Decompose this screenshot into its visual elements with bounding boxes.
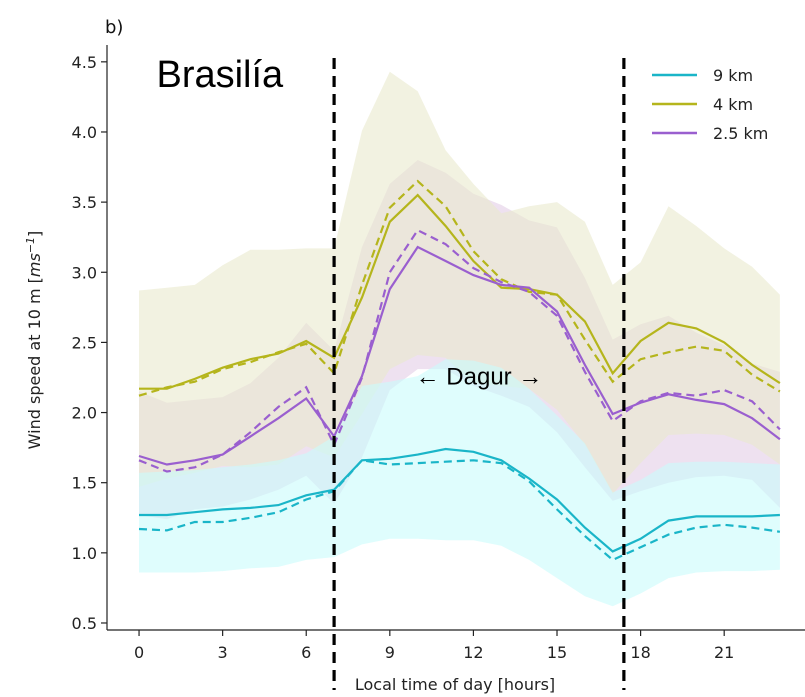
y-tick-label: 0.5 xyxy=(72,614,97,633)
x-tick-label: 12 xyxy=(463,643,483,662)
y-tick-label: 1.0 xyxy=(72,544,97,563)
annotation-0: Brasilía xyxy=(156,54,284,96)
solid-line-9-km xyxy=(139,447,780,553)
legend-label: 9 km xyxy=(713,66,753,85)
legend-label: 2.5 km xyxy=(713,124,768,143)
x-tick-label: 0 xyxy=(134,643,144,662)
annotation-1: ← Dagur → xyxy=(416,363,543,390)
vertical-markers xyxy=(332,58,626,690)
x-tick-label: 21 xyxy=(714,643,734,662)
y-axis-unit-exponent: −1 xyxy=(24,237,37,253)
x-tick-label: 15 xyxy=(547,643,567,662)
x-tick-label: 6 xyxy=(301,643,311,662)
y-axis-label: Wind speed at 10 m [ms−1] xyxy=(24,231,44,450)
annotations: Brasilía ← Dagur → xyxy=(156,54,542,390)
y-tick-label: 2.0 xyxy=(72,404,97,423)
x-tick-label: 3 xyxy=(218,643,228,662)
axes: 0.5 1.0 1.5 2.0 2.5 3.0 3.5 4.0 4.5 0 3 6 9 12 15 18 21 xyxy=(72,45,805,662)
y-tick-label: 4.5 xyxy=(72,53,97,72)
y-tick-label: 3.5 xyxy=(72,193,97,212)
band-4-km xyxy=(139,71,780,494)
y-tick-label: 2.5 xyxy=(72,333,97,352)
y-axis-unit: ms xyxy=(25,253,44,277)
band-9-km xyxy=(139,359,780,607)
y-tick-label: 3.0 xyxy=(72,263,97,282)
y-tick-label: 4.0 xyxy=(72,123,97,142)
legend: 9 km 4 km 2.5 km xyxy=(652,66,768,143)
x-axis-label: Local time of day [hours] xyxy=(355,675,555,694)
y-tick-label: 1.5 xyxy=(72,474,97,493)
y-axis-unit-bracket: ] xyxy=(25,231,44,237)
dashed-line-9-km xyxy=(138,459,781,562)
series-lines xyxy=(138,179,781,562)
x-tick-label: 18 xyxy=(630,643,650,662)
legend-label: 4 km xyxy=(713,95,753,114)
solid-line-4-km xyxy=(139,193,781,390)
panel-label: b) xyxy=(105,17,123,38)
dashed-line-2.5-km xyxy=(138,228,781,473)
x-tick-label: 9 xyxy=(385,643,395,662)
uncertainty-bands xyxy=(139,71,780,607)
solid-line-2.5-km xyxy=(138,245,781,466)
